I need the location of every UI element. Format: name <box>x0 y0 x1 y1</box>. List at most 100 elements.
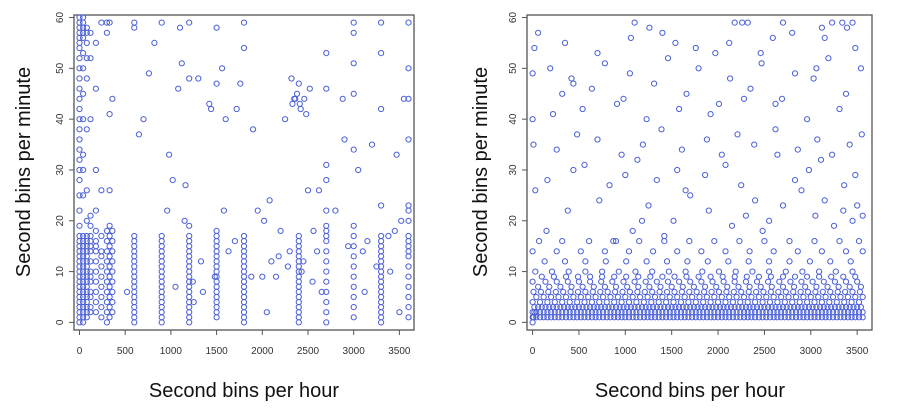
left-data-point <box>103 29 111 36</box>
right-data-point <box>676 105 683 113</box>
right-data-point <box>561 39 569 47</box>
left-data-point <box>80 65 87 72</box>
right-data-point <box>811 309 818 316</box>
left-data-point <box>385 232 392 240</box>
right-data-point <box>738 288 745 295</box>
left-data-point <box>76 39 83 47</box>
right-data-point <box>661 232 668 240</box>
left-data-point <box>186 238 193 245</box>
left-data-point <box>233 105 240 113</box>
left-data-point <box>76 136 83 143</box>
left-data-point <box>396 309 403 316</box>
right-data-point <box>772 126 779 133</box>
right-data-point <box>663 288 671 295</box>
left-data-point <box>158 273 165 280</box>
right-data-point <box>666 293 673 301</box>
left-data-point <box>286 248 293 255</box>
left-data-point <box>303 111 310 118</box>
left-data-point <box>186 288 193 295</box>
left-data-point <box>158 309 165 316</box>
left-data-point <box>172 283 179 290</box>
right-y-tick-label: 10 <box>508 266 519 278</box>
left-data-point <box>87 309 94 316</box>
right-data-point <box>538 273 545 280</box>
right-data-point <box>575 278 583 285</box>
right-data-point <box>779 273 787 280</box>
right-data-point <box>529 319 536 326</box>
left-data-point <box>378 319 385 326</box>
right-data-point <box>532 268 539 275</box>
left-data-point <box>405 19 412 26</box>
left-data-point <box>297 105 304 113</box>
right-data-point <box>548 268 556 275</box>
left-data-point <box>306 85 313 92</box>
right-data-point <box>723 288 730 295</box>
left-data-point <box>323 161 330 168</box>
right-y-tick-label: 50 <box>508 62 519 74</box>
left-data-point <box>213 299 220 306</box>
left-data-point <box>186 319 193 326</box>
left-data-point <box>393 151 400 158</box>
right-data-point <box>633 299 640 306</box>
left-data-point <box>350 222 357 229</box>
left-data-point <box>295 288 302 295</box>
right-data-point <box>770 248 777 255</box>
left-data-point <box>80 90 87 97</box>
right-data-point <box>559 90 566 97</box>
left-data-point <box>323 319 330 326</box>
left-x-tick-label: 2000 <box>251 346 274 357</box>
left-data-point <box>87 232 94 240</box>
right-data-point <box>810 75 817 82</box>
right-data-point <box>568 75 575 82</box>
right-data-point <box>704 258 711 265</box>
left-data-point <box>339 95 346 102</box>
left-data-point <box>83 217 90 224</box>
right-data-point <box>841 182 848 189</box>
right-data-point <box>696 309 703 316</box>
left-data-point <box>248 273 255 280</box>
right-data-point <box>703 293 711 301</box>
right-data-point <box>805 166 813 174</box>
right-data-point <box>857 65 865 72</box>
left-data-point <box>378 258 385 265</box>
right-data-point <box>749 268 756 275</box>
left-data-point <box>368 141 376 148</box>
left-data-point <box>76 156 83 163</box>
right-data-point <box>529 278 536 285</box>
right-data-point <box>806 258 814 265</box>
left-data-point <box>109 268 116 275</box>
left-scatter-plot: 0 500 1000 1500 2000 2500 3000 3500 0 10 20 30 40 50… <box>13 12 415 402</box>
right-data-point <box>531 309 538 316</box>
left-data-point <box>131 278 138 285</box>
right-data-point <box>739 19 746 26</box>
right-data-point <box>551 299 558 306</box>
left-data-point <box>164 207 171 214</box>
left-data-point <box>103 288 111 295</box>
right-data-point <box>766 258 773 265</box>
left-data-point <box>295 314 302 321</box>
right-data-point <box>713 283 720 290</box>
right-data-point <box>707 273 714 280</box>
right-data-point <box>620 95 627 102</box>
left-data-point <box>341 136 348 143</box>
right-data-point <box>622 171 629 179</box>
right-data-point <box>679 283 686 290</box>
left-x-tick-label: 3000 <box>343 346 366 357</box>
right-data-point <box>715 100 723 108</box>
right-x-axis: 0 500 1000 1500 2000 2500 3000 3500 <box>530 330 869 357</box>
right-data-point <box>767 273 775 280</box>
right-data-points <box>529 19 866 326</box>
right-scatter-plot: 0 500 1000 1500 2000 2500 3000 3500 0 10 20 30 40 50… <box>470 12 873 402</box>
left-data-point <box>405 202 412 209</box>
right-data-point <box>544 177 551 184</box>
left-data-point <box>109 248 116 255</box>
right-data-point <box>842 248 850 255</box>
left-data-point <box>350 314 357 321</box>
right-data-point <box>766 268 773 275</box>
left-data-point <box>80 166 87 174</box>
left-data-point <box>92 85 100 92</box>
left-data-point <box>92 238 100 245</box>
left-data-point <box>240 238 248 245</box>
right-data-point <box>753 288 760 295</box>
